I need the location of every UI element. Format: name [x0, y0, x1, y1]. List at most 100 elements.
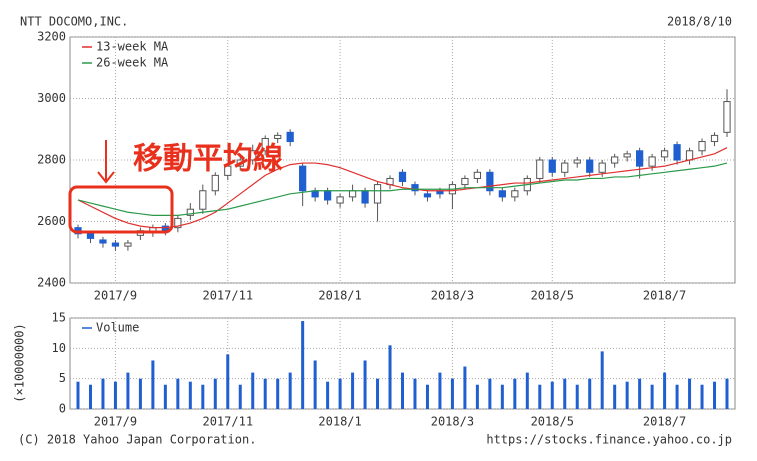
x-tick-label: 2018/5: [531, 289, 574, 303]
volume-bar: [713, 381, 717, 409]
volume-bar: [500, 384, 504, 409]
volume-bar: [613, 384, 617, 409]
volume-bar: [213, 378, 217, 409]
volume-bar: [450, 378, 454, 409]
y-tick-label: 3200: [37, 30, 66, 44]
volume-bar: [263, 378, 267, 409]
plot-area: [69, 36, 736, 284]
candle-body: [561, 162, 569, 173]
volume-bar: [88, 384, 92, 409]
legend-label: 26-week MA: [96, 56, 169, 70]
candle-body: [336, 196, 344, 204]
candle-body: [486, 171, 494, 192]
candle-body: [211, 174, 219, 192]
volume-bar: [313, 360, 317, 409]
volume-bar: [138, 378, 142, 409]
candle-body: [710, 134, 719, 143]
chart-title: NTT DOCOMO,INC.: [20, 15, 128, 29]
candle-body: [86, 233, 95, 239]
y-axis-label: (×10000000): [13, 323, 27, 402]
volume-bar: [488, 378, 492, 409]
volume-bar: [625, 381, 629, 409]
candle-body: [373, 184, 382, 204]
candle-body: [274, 134, 282, 139]
volume-bar: [351, 372, 355, 409]
volume-bar: [113, 381, 117, 409]
y-tick-label: 2800: [37, 153, 66, 167]
volume-bar: [600, 351, 604, 409]
volume-bar: [338, 378, 342, 409]
candle-body: [586, 159, 594, 173]
y-tick-label: 15: [52, 311, 66, 325]
volume-bar: [513, 378, 517, 409]
candle-body: [723, 101, 731, 133]
y-tick-label: 3000: [37, 91, 66, 105]
x-tick-label: 2018/7: [643, 415, 686, 429]
volume-bar: [101, 378, 105, 409]
x-tick-label: 2017/9: [94, 289, 137, 303]
volume-bar: [525, 372, 529, 409]
y-tick-label: 2400: [37, 276, 66, 290]
x-tick-label: 2018/3: [431, 415, 474, 429]
candle-body: [249, 150, 257, 161]
volume-bar: [475, 384, 479, 409]
candle-body: [673, 144, 681, 161]
volume-bar: [675, 384, 679, 409]
volume-bar: [725, 378, 729, 409]
candle-body: [511, 190, 519, 198]
candle-body: [411, 184, 419, 192]
candle-body: [261, 137, 269, 152]
candle-body: [611, 156, 619, 164]
legend-label: 13-week MA: [96, 40, 169, 54]
candle-body: [286, 131, 294, 143]
candle-body: [398, 171, 407, 183]
candle-body: [323, 190, 332, 201]
candle-body: [361, 190, 369, 204]
x-tick-label: 2017/11: [202, 415, 253, 429]
volume-bar: [301, 321, 305, 409]
candle-body: [236, 159, 244, 167]
ma-line: [77, 147, 728, 229]
candle-body: [299, 165, 307, 192]
volume-bar: [201, 384, 205, 409]
candle-body: [473, 171, 482, 179]
candle-body: [111, 242, 120, 247]
candle-body: [623, 153, 631, 158]
candle-body: [698, 141, 706, 152]
volume-bar: [388, 345, 392, 409]
y-tick-label: 10: [52, 341, 66, 355]
volume-bar: [463, 366, 467, 409]
volume-bar: [438, 372, 442, 409]
volume-bar: [76, 381, 80, 409]
x-tick-label: 2018/3: [431, 289, 474, 303]
volume-bar: [563, 378, 567, 409]
candle-body: [124, 242, 132, 247]
volume-bar: [688, 378, 692, 409]
candle-body: [498, 190, 506, 198]
candle-body: [536, 159, 544, 179]
volume-bar: [663, 372, 667, 409]
annotation-text: 移動平均線: [133, 142, 283, 177]
candle-body: [548, 159, 556, 173]
y-tick-label: 2600: [37, 214, 66, 228]
candle-body: [461, 177, 469, 186]
candle-body: [573, 159, 581, 164]
volume-bar: [288, 372, 292, 409]
volume-bar: [326, 381, 330, 409]
chart-date: 2018/8/10: [667, 15, 732, 29]
y-tick-label: 0: [59, 402, 66, 416]
volume-bar: [151, 360, 155, 409]
candle-body: [99, 239, 107, 244]
candle-body: [423, 193, 432, 198]
candle-body: [199, 190, 207, 210]
volume-bar: [575, 384, 579, 409]
volume-bar: [276, 378, 280, 409]
volume-bar: [163, 384, 167, 409]
volume-bar: [700, 384, 704, 409]
volume-bar: [550, 381, 554, 409]
candle-body: [174, 217, 182, 229]
source-url: https://stocks.finance.yahoo.co.jp: [486, 433, 732, 447]
candle-body: [311, 190, 319, 198]
volume-bar: [425, 384, 429, 409]
